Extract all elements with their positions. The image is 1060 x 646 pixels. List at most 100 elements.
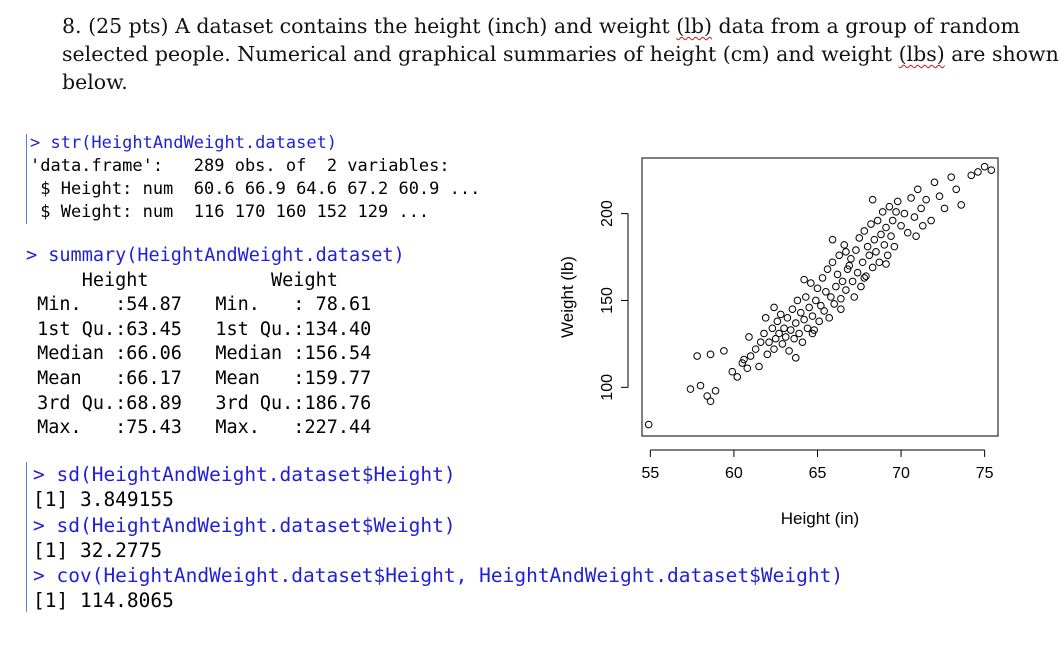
scatter-point [801,293,810,301]
scatter-point [795,329,803,338]
scatter-point [798,338,807,346]
scatter-point [952,185,961,194]
scatter-point [838,277,847,286]
scatter-point [910,213,919,221]
scatter-point [763,350,772,359]
scatter-point [907,194,915,202]
scatter-point [882,260,890,268]
scatter-point [770,345,778,353]
scatter-point [773,317,782,326]
scatter-point [947,173,956,181]
scatter-point [751,345,760,353]
console-command: > sd(HeightAndWeight.dataset$Height) [33,463,456,486]
summary-row: Mean :66.17 Mean :159.77 [26,367,394,389]
scatter-point [880,241,889,249]
scatter-point [863,242,872,251]
scatter-point [783,314,792,322]
summary-row: Max. :75.43 Max. :227.44 [26,417,394,439]
scatter-point [888,216,897,225]
scatter-point [791,354,800,362]
scatter-point [703,392,711,400]
scatter-point [922,195,930,204]
scatter-point [827,293,835,301]
scatter-point [853,268,862,277]
scatter-point [785,347,793,355]
scatter-point [746,352,755,360]
x-axis-label: Height (in) [781,509,859,528]
console-sd-cov-output: > sd(HeightAndWeight.dataset$Height) [1] … [33,462,843,614]
scatter-point [728,367,737,376]
console-command: > str(HeightAndWeight.dataset) [30,133,338,153]
scatter-point [740,355,748,364]
question-line-3: below. [62,70,128,94]
console-command: > summary(HeightAndWeight.dataset) [26,245,405,266]
scatter-point [761,314,770,322]
scatter-point [840,241,849,249]
scatter-point [855,234,864,242]
scatter-point [770,303,778,312]
scatter-point [790,334,798,343]
scatter-point [878,208,887,216]
scatter-point [860,274,869,282]
console-output-line: 'data.frame': 289 obs. of 2 variables: [30,156,450,176]
scatter-point [822,287,830,296]
scatter-point [847,254,855,263]
scatter-point [897,221,905,230]
scatter-point [857,282,865,291]
scatter-point [870,235,879,244]
scatter-point [686,385,695,393]
x-tick-label: 55 [641,465,659,482]
x-tick-label: 75 [976,465,994,482]
console-command: > sd(HeightAndWeight.dataset$Weight) [33,513,456,537]
data-points [644,162,996,429]
scatter-point [957,201,966,209]
scatter-point [760,329,768,338]
scatter-point [892,208,900,216]
y-axis-label: Weight (lb) [558,256,577,338]
scatter-point [845,261,854,270]
x-axis: 55 60 65 70 75 [641,449,994,482]
scatter-plot: 55 60 65 70 75 100 150 200 Height (in) Weight … [550,140,1010,540]
scatter-point [696,381,705,390]
console-summary-output: > summary(HeightAndWeight.dataset) Heigh… [26,244,405,441]
scatter-point [810,326,818,334]
scatter-point [755,362,763,371]
scatter-point [882,223,890,232]
scatter-point [890,242,899,251]
summary-row: Height Weight [26,269,394,291]
question-text: 8. (25 pts) A dataset contains the heigh… [62,12,1059,96]
console-output-line: $ Height: num 60.6 66.9 64.6 67.2 60.9 .… [30,179,481,199]
scatter-point [843,265,852,273]
x-tick-label: 60 [725,465,743,482]
console-output-line: [1] 32.2775 [33,538,163,562]
summary-row: Min. :54.87 Min. : 78.61 [26,294,394,316]
scatter-point [868,195,877,204]
scatter-point [817,301,825,310]
scatter-point [644,420,653,429]
scatter-point [756,338,765,346]
scatter-point [781,333,790,341]
scatter-point [791,319,800,327]
scatter-point [780,324,788,333]
scatter-point [828,258,837,267]
scatter-point [893,197,902,206]
scatter-point [887,232,895,240]
scatter-point [837,305,845,313]
scatter-point [885,202,894,211]
scatter-point [868,263,877,272]
scatter-svg: 55 60 65 70 75 100 150 200 Height (in) Weight … [558,157,999,528]
scatter-point [775,329,783,338]
scatter-point [805,303,813,312]
console-output-line: [1] 114.8065 [33,589,174,613]
scatter-point [815,317,823,326]
scatter-point [987,166,996,174]
summary-row: 1st Qu.:63.45 1st Qu.:134.40 [26,318,394,340]
scatter-point [872,248,880,256]
scatter-point [803,324,812,333]
scatter-point [807,279,815,287]
scatter-point [733,373,742,381]
scatter-point [796,308,805,317]
scatter-point [812,296,820,305]
scatter-point [848,277,857,286]
scatter-point [800,315,808,324]
